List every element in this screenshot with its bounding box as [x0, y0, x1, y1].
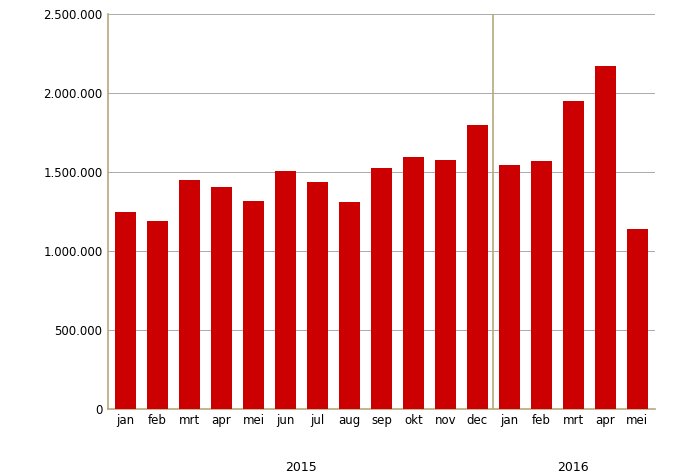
Bar [627, 229, 647, 409]
Bar [147, 221, 168, 409]
Bar [371, 168, 392, 409]
Bar [435, 159, 456, 409]
Bar [531, 161, 551, 409]
Bar [403, 157, 424, 409]
Text: 2015: 2015 [286, 461, 317, 474]
Bar [115, 212, 136, 409]
Text: 2016: 2016 [558, 461, 589, 474]
Bar [211, 187, 232, 409]
Bar [243, 201, 264, 409]
Bar [467, 125, 487, 409]
Bar [275, 171, 296, 409]
Bar [563, 101, 584, 409]
Bar [499, 165, 520, 409]
Bar [595, 66, 616, 409]
Bar [179, 180, 200, 409]
Bar [307, 182, 328, 409]
Bar [339, 202, 360, 409]
